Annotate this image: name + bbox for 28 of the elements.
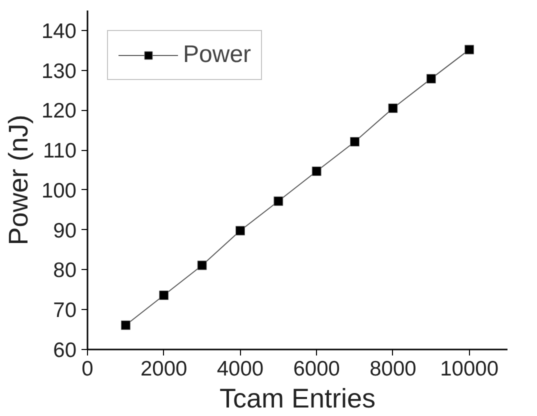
y-tick-label: 60	[53, 339, 76, 362]
y-tick-label: 140	[41, 20, 77, 43]
point	[159, 290, 169, 300]
point	[312, 166, 322, 176]
point	[464, 44, 474, 54]
x-axis-title: Tcam Entries	[219, 384, 376, 414]
point	[388, 103, 398, 113]
point	[120, 320, 130, 330]
point	[350, 136, 360, 146]
x-tick-label: 2000	[140, 358, 188, 380]
y-tick-label: 80	[53, 259, 76, 282]
y-tick-label: 130	[41, 60, 77, 83]
x-tick-label: 8000	[370, 358, 416, 380]
point	[197, 260, 207, 270]
x-tick-label: 6000	[293, 358, 340, 380]
x-tick-label: 10000	[440, 358, 499, 380]
y-tick-label: 70	[53, 299, 76, 322]
x-tick-label: 4000	[216, 358, 264, 380]
point	[274, 196, 284, 206]
y-axis-title: Power (nJ)	[3, 114, 34, 246]
y-tick-label: 120	[41, 100, 77, 123]
point	[235, 226, 245, 236]
point	[426, 74, 436, 84]
y-tick-label: 110	[43, 140, 77, 163]
y-tick-label: 100	[41, 179, 77, 202]
legend-label: Power	[183, 41, 252, 69]
x-tick-label: 0	[82, 358, 94, 380]
y-tick-label: 90	[53, 219, 76, 242]
